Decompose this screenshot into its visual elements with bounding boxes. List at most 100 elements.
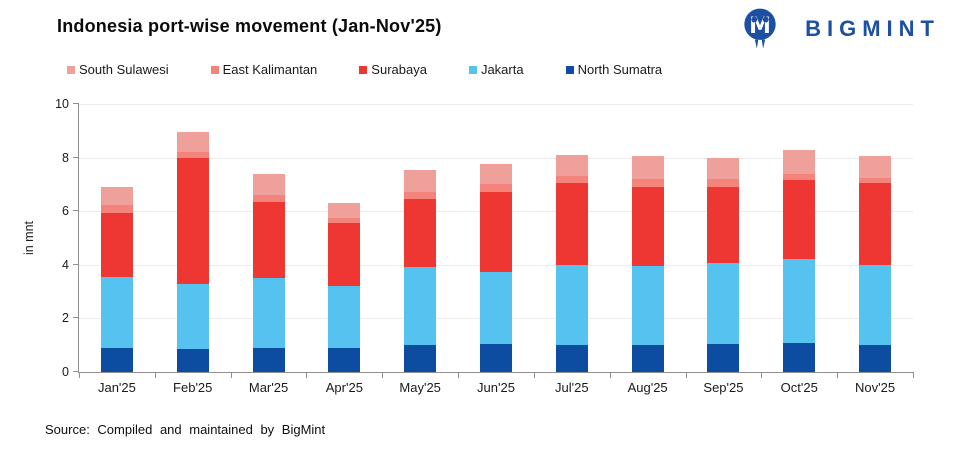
legend-item-surabaya: Surabaya [359, 62, 427, 77]
bar-oct-25-east-kalimantan [783, 173, 816, 181]
plot-area: 0 2 4 6 8 10 Jan'25 Feb'25 Mar'25 Apr'25 May'25 Jun… [55, 97, 914, 395]
legend-label: South Sulawesi [79, 62, 169, 77]
bar-jan-25-east-kalimantan [100, 204, 133, 213]
bar-oct-25-north-sumatra [783, 342, 816, 372]
bar-apr-25-south-sulawesi [328, 203, 361, 218]
bar-oct-25-south-sulawesi [783, 149, 816, 174]
legend-swatch-south-sulawesi [67, 65, 75, 74]
x-axis-label-nov-25: Nov'25 [855, 380, 896, 395]
bar-apr-25-east-kalimantan [328, 217, 361, 224]
legend-item-south-sulawesi: South Sulawesi [67, 62, 169, 77]
bar-sep-25-east-kalimantan [707, 179, 740, 188]
x-axis-label-oct-25: Oct'25 [780, 380, 818, 395]
y-axis-title-text: in mnt [22, 220, 36, 256]
source-note: Source: Compiled and maintained by BigMi… [45, 422, 326, 437]
y-axis-label: 4 [62, 257, 69, 272]
bar-nov-25-east-kalimantan [859, 177, 892, 184]
bar-nov-25-jakarta [859, 264, 892, 346]
bar-jun-25-north-sumatra [480, 343, 512, 372]
x-tick-mark [154, 372, 156, 378]
bar-may-25-south-sulawesi [404, 169, 437, 193]
legend-label: East Kalimantan [222, 62, 318, 77]
bar-sep-25-south-sulawesi [707, 157, 740, 180]
legend-item-jakarta: Jakarta [468, 62, 524, 77]
y-axis-label: 2 [62, 311, 69, 326]
bar-feb-25-south-sulawesi [176, 132, 209, 153]
y-tick-mark [73, 103, 79, 104]
bar-jul-25-surabaya [555, 183, 588, 265]
bar-nov-25-north-sumatra [859, 345, 892, 372]
x-tick-mark [79, 372, 80, 378]
bar-apr-25-north-sumatra [328, 347, 361, 372]
bar-sep-25-jakarta [707, 263, 740, 344]
y-tick-mark [73, 210, 79, 212]
y-tick-mark [73, 371, 79, 372]
legend-swatch-east-kalimantan [210, 65, 219, 74]
bigmint-logo-icon: M [744, 8, 776, 49]
bar-feb-25-surabaya [176, 157, 209, 284]
bar-jul-25-north-sumatra [555, 345, 588, 372]
bar-feb-25-north-sumatra [176, 349, 209, 372]
x-tick-mark [609, 372, 611, 378]
chart-title: Indonesia port-wise movement (Jan-Nov'25… [57, 16, 442, 36]
legend-swatch-surabaya [359, 65, 368, 74]
x-tick-mark [382, 372, 384, 378]
legend-label: Jakarta [480, 62, 524, 77]
x-axis-label-may-25: May'25 [399, 380, 441, 395]
y-tick-mark [73, 156, 79, 158]
y-tick-mark [73, 263, 79, 265]
legend-item-north-sumatra: North Sumatra [565, 62, 663, 77]
bigmint-wordmark: BIGMINT [805, 16, 940, 41]
bar-feb-25-east-kalimantan [176, 152, 209, 158]
bar-mar-25-south-sulawesi [252, 173, 285, 196]
x-axis-label-jun-25: Jun'25 [477, 380, 515, 395]
y-axis-title: in mnt [22, 104, 36, 372]
y-tick-mark [73, 317, 79, 319]
legend: South Sulawesi East Kalimantan Surabaya Jak… [67, 62, 662, 77]
bar-apr-25-jakarta [328, 286, 361, 348]
bar-jul-25-east-kalimantan [555, 176, 588, 184]
x-tick-mark [761, 372, 763, 378]
x-axis-label-aug-25: Aug'25 [627, 380, 668, 395]
bar-nov-25-surabaya [859, 183, 892, 265]
bar-may-25-jakarta [404, 267, 437, 346]
x-tick-mark [685, 372, 687, 378]
x-tick-mark [533, 372, 535, 378]
bar-sep-25-surabaya [707, 187, 740, 264]
legend-label: Surabaya [371, 62, 427, 77]
bar-aug-25-north-sumatra [631, 345, 664, 372]
gridline-10 [79, 104, 913, 105]
bar-jan-25-surabaya [100, 212, 133, 277]
bar-aug-25-jakarta [631, 266, 664, 346]
bar-mar-25-jakarta [252, 278, 285, 348]
x-axis-label-apr-25: Apr'25 [325, 380, 363, 395]
bar-jun-25-east-kalimantan [480, 184, 512, 193]
x-tick-mark [458, 372, 460, 378]
bar-mar-25-north-sumatra [252, 347, 285, 372]
bar-jun-25-south-sulawesi [480, 164, 512, 185]
legend-label: North Sumatra [577, 62, 663, 77]
bar-jan-25-south-sulawesi [100, 187, 133, 205]
y-axis-label: 6 [62, 204, 69, 219]
bar-jan-25-north-sumatra [100, 347, 133, 372]
bar-jul-25-south-sulawesi [555, 154, 588, 177]
y-axis-label: 0 [62, 365, 69, 379]
bar-may-25-east-kalimantan [404, 192, 437, 200]
x-axis-label-sep-25: Sep'25 [703, 380, 744, 395]
x-tick-mark [913, 372, 914, 378]
bar-aug-25-east-kalimantan [631, 179, 664, 188]
x-axis-label-jul-25: Jul'25 [555, 380, 589, 395]
bar-may-25-north-sumatra [404, 345, 437, 372]
bar-jun-25-surabaya [480, 192, 512, 272]
bar-may-25-surabaya [404, 199, 437, 268]
x-axis-label-mar-25: Mar'25 [248, 380, 289, 395]
legend-swatch-jakarta [468, 65, 477, 74]
x-axis-label-jan-25: Jan'25 [97, 380, 136, 395]
bar-oct-25-jakarta [783, 259, 816, 343]
bar-jun-25-jakarta [480, 271, 512, 344]
bar-aug-25-south-sulawesi [631, 156, 664, 180]
x-tick-mark [837, 372, 839, 378]
bar-mar-25-surabaya [252, 201, 285, 279]
bar-mar-25-east-kalimantan [252, 195, 285, 202]
legend-swatch-north-sumatra [565, 65, 574, 74]
